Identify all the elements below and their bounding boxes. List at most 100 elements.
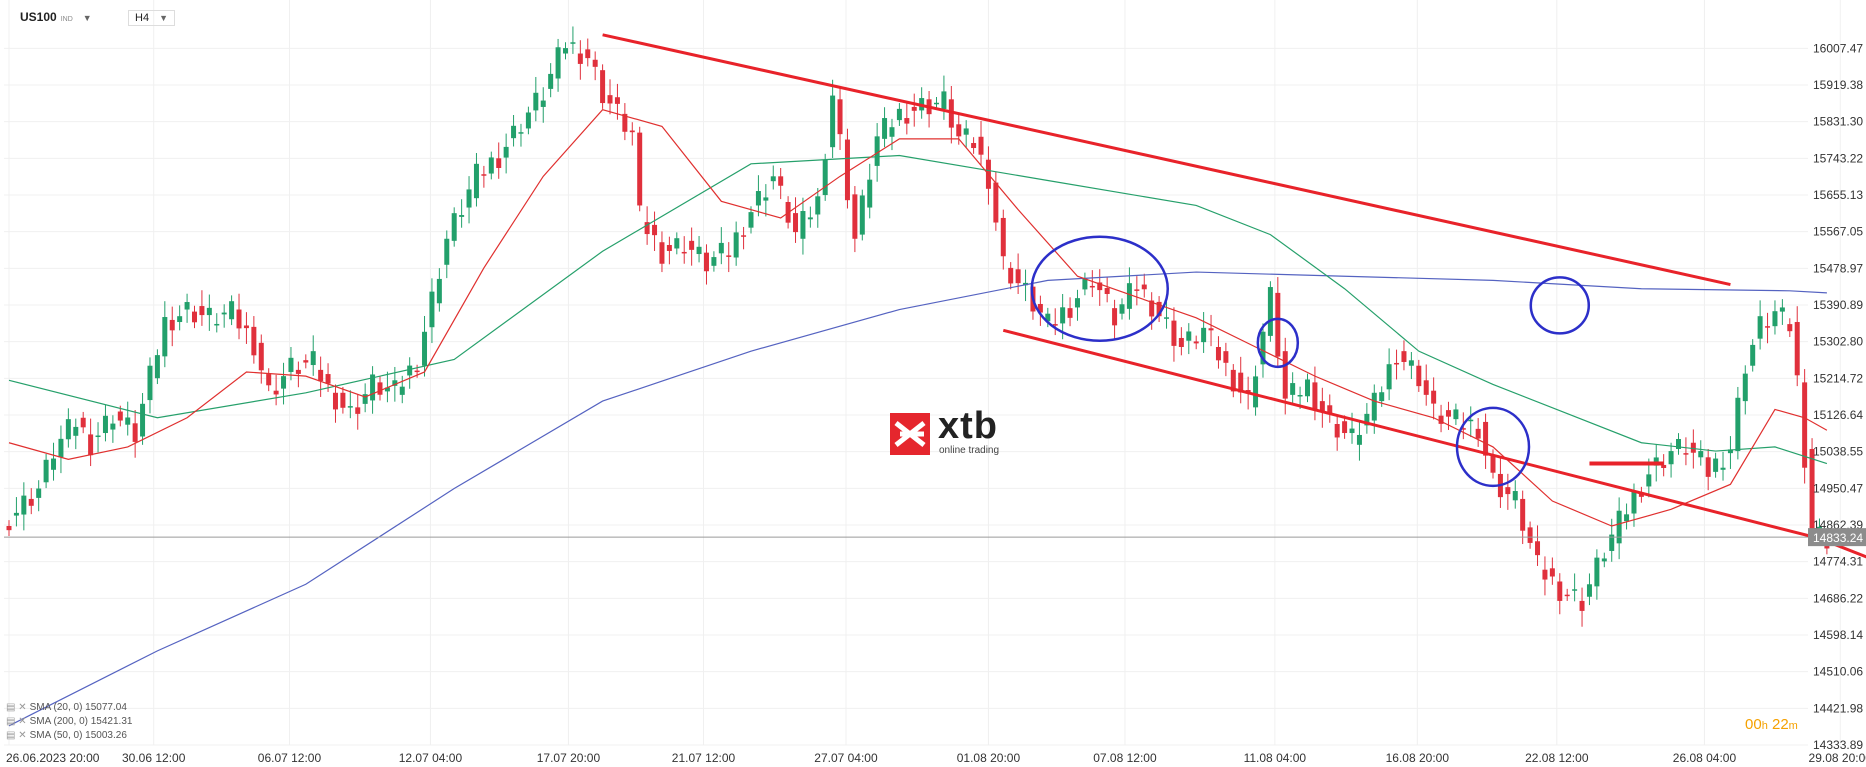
indicator-settings-icon: ▤ ✕ — [6, 716, 27, 727]
x-tick-label: 27.07 04:00 — [814, 751, 878, 765]
y-tick-label: 15390.89 — [1813, 298, 1863, 312]
candle-body — [1765, 326, 1771, 328]
candle-body — [199, 306, 205, 316]
candle-body — [659, 242, 665, 264]
candle-body — [13, 512, 19, 516]
candle-body — [1720, 467, 1726, 470]
candle-body — [1646, 474, 1652, 487]
candle-body — [1386, 364, 1392, 390]
candle-body — [867, 179, 873, 208]
candle-body — [310, 351, 316, 366]
candle-body — [154, 355, 160, 379]
candle-body — [1586, 584, 1592, 597]
candle-body — [830, 95, 836, 148]
candle-body — [473, 163, 479, 199]
candle-body — [763, 197, 769, 201]
candle-body — [807, 217, 813, 220]
candle-body — [1342, 421, 1348, 434]
candle-body — [481, 174, 487, 176]
candle-body — [1802, 382, 1808, 468]
candle-body — [1394, 362, 1400, 365]
candle-body — [1319, 401, 1325, 412]
candle-body — [896, 108, 902, 121]
candle-body — [800, 211, 806, 239]
candle-body — [422, 331, 428, 366]
candle-countdown: 00h 22m — [1745, 716, 1798, 733]
candle-body — [577, 53, 583, 64]
candle-body — [1193, 341, 1199, 344]
candle-body — [1267, 287, 1273, 336]
candle-body — [1757, 316, 1763, 339]
candle-body — [904, 118, 910, 124]
candle-body — [1423, 380, 1429, 395]
y-tick-label: 16007.47 — [1813, 41, 1863, 55]
symbol-sub-label: IND — [60, 16, 73, 23]
candle-body — [1713, 458, 1719, 472]
candle-body — [934, 102, 939, 105]
candle-body — [1008, 267, 1014, 284]
candle-body — [1772, 311, 1778, 327]
candle-body — [755, 191, 761, 206]
legend-sma-20[interactable]: ▤ ✕ SMA (20, 0) 15077.04 — [6, 702, 127, 713]
candle-body — [229, 301, 235, 320]
candle-body — [117, 411, 123, 421]
candle-body — [859, 195, 865, 235]
candle-body — [1661, 464, 1667, 468]
candle-body — [1164, 317, 1170, 319]
candle-body — [169, 319, 175, 331]
countdown-minutes: 22 — [1771, 716, 1789, 733]
candle-body — [882, 118, 888, 139]
x-tick-label: 11.08 04:00 — [1244, 751, 1307, 765]
candle-body — [355, 407, 361, 414]
candle-body — [58, 438, 64, 458]
candle-body — [392, 380, 398, 386]
legend-sma-50[interactable]: ▤ ✕ SMA (50, 0) 15003.26 — [6, 730, 127, 741]
timeframe-selector[interactable]: H4 ▼ — [128, 10, 175, 26]
highlight-ellipse — [1256, 317, 1300, 369]
candle-body — [1178, 337, 1184, 347]
candle-body — [1475, 428, 1481, 439]
symbol-selector[interactable]: US100 IND ▼ — [20, 10, 92, 24]
candle-body — [822, 159, 828, 196]
candle-body — [1416, 365, 1422, 387]
candle-body — [681, 251, 687, 254]
candle-body — [1045, 313, 1051, 322]
candle-body — [703, 252, 709, 272]
candle-body — [251, 326, 257, 356]
candle-body — [243, 325, 249, 329]
xtb-logo: xtb online trading — [890, 405, 1054, 457]
candle-body — [1557, 581, 1563, 601]
indicator-settings-icon: ▤ ✕ — [6, 730, 27, 741]
candle-body — [1327, 405, 1333, 415]
y-tick-label: 15126.64 — [1813, 408, 1863, 422]
candle-body — [184, 302, 190, 310]
candle-body — [162, 317, 168, 357]
candle-body — [429, 291, 435, 328]
candle-body — [1060, 307, 1066, 324]
candle-body — [1037, 303, 1043, 313]
x-tick-label: 21.07 12:00 — [672, 751, 736, 765]
legend-sma-200[interactable]: ▤ ✕ SMA (200, 0) 15421.31 — [6, 716, 132, 727]
candle-body — [956, 124, 962, 137]
y-tick-label: 15919.38 — [1813, 78, 1863, 92]
candle-body — [43, 459, 49, 483]
candle-body — [815, 196, 821, 215]
candle-body — [36, 488, 42, 498]
candle-body — [6, 525, 12, 531]
candle-body — [1549, 568, 1555, 577]
candle-body — [540, 100, 546, 107]
y-tick-label: 15214.72 — [1813, 371, 1863, 385]
candle-body — [1616, 510, 1622, 544]
y-tick-label: 15478.97 — [1813, 261, 1863, 275]
candle-body — [407, 365, 413, 376]
x-tick-label: 12.07 04:00 — [399, 751, 463, 765]
candle-body — [1460, 428, 1466, 430]
candle-body — [1668, 451, 1674, 465]
x-tick-label: 07.08 12:00 — [1093, 751, 1157, 765]
candle-body — [1683, 453, 1689, 455]
candle-body — [73, 426, 79, 436]
support-trendline — [1002, 328, 1866, 559]
y-tick-label: 15038.55 — [1813, 445, 1863, 459]
